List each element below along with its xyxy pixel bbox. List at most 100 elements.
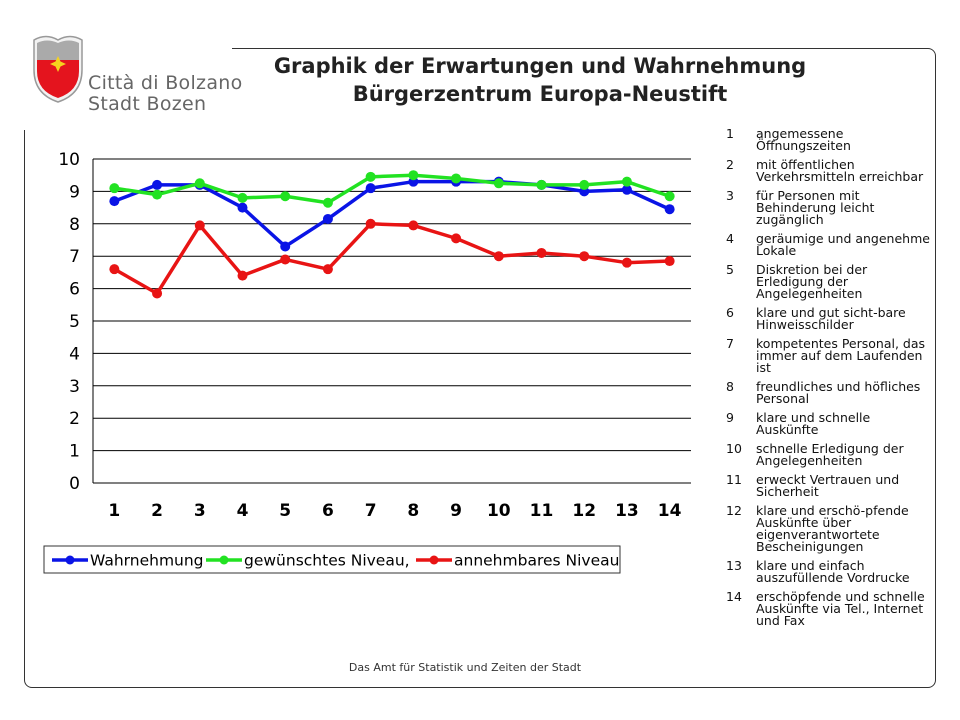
data-point — [664, 191, 675, 202]
data-point — [408, 170, 419, 181]
x-tick-label: 7 — [365, 501, 377, 521]
item-13: 13 klare und einfach auszufüllende Vordru… — [724, 558, 934, 585]
x-tick-label: 14 — [658, 501, 682, 521]
data-point — [451, 173, 462, 184]
data-point — [322, 213, 333, 224]
item-2: 2 mit öffentlichen Verkehrsmitteln erreic… — [724, 157, 934, 184]
data-point — [194, 220, 205, 231]
y-tick-label: 4 — [69, 344, 80, 364]
y-tick-label: 8 — [69, 215, 80, 235]
data-point — [152, 288, 163, 299]
x-tick-label: 3 — [194, 501, 206, 521]
item-11: 11 erweckt Vertrauen und Sicherheit — [724, 472, 934, 499]
x-tick-label: 13 — [615, 501, 639, 521]
data-point — [493, 251, 504, 262]
data-point — [109, 196, 120, 207]
item-label: klare und einfach auszufüllende Vordruck… — [756, 558, 910, 585]
data-point — [621, 176, 632, 187]
item-label: klare und schnelle Auskünfte — [756, 410, 871, 437]
data-point — [493, 178, 504, 189]
data-point — [109, 264, 120, 275]
item-number: 2 — [726, 157, 734, 172]
legend-label: Wahrnehmung — [90, 552, 204, 570]
item-9: 9 klare und schnelle Auskünfte — [724, 410, 934, 437]
data-point — [152, 179, 163, 190]
data-point — [194, 178, 205, 189]
footer-text: Das Amt für Statistik und Zeiten der Sta… — [348, 661, 582, 674]
item-label: schnelle Erledigung der Angelegenheiten — [756, 441, 904, 468]
data-point — [365, 183, 376, 194]
y-tick-label: 1 — [69, 442, 80, 462]
title-line-1: Graphik der Erwartungen und Wahrnehmung — [273, 54, 807, 78]
title-line-2: Bürgerzentrum Europa-Neustift — [352, 82, 728, 106]
x-tick-label: 12 — [572, 501, 596, 521]
legend-label: gewünschtes Niveau, — [244, 552, 410, 570]
item-label: für Personen mit Behinderung leicht zugä… — [756, 188, 875, 227]
grid-lines — [92, 158, 691, 484]
item-number: 13 — [726, 558, 742, 573]
y-tick-label: 7 — [69, 247, 80, 267]
y-tick-label: 10 — [58, 150, 80, 170]
item-6: 6 klare und gut sicht-bare Hinweisschilde… — [724, 305, 934, 332]
data-point — [152, 189, 163, 200]
y-tick-label: 0 — [69, 474, 80, 494]
item-4: 4 geräumige und angenehme Lokale — [724, 231, 934, 257]
item-5: 5 Diskretion bei der Erledigung der Angel… — [724, 262, 934, 301]
data-point — [664, 204, 675, 215]
item-number: 7 — [726, 336, 734, 351]
item-list: 1 angemessene Öffnungszeiten 2 mit öffentli… — [724, 126, 934, 634]
y-tick-label: 5 — [69, 312, 80, 332]
x-tick-label: 4 — [237, 501, 249, 521]
data-point — [621, 257, 632, 268]
item-label: mit öffentlichen Verkehrsmitteln erreich… — [756, 157, 924, 184]
x-axis-ticks: 1 2 3 4 5 6 7 8 9 10 11 12 13 14 — [108, 501, 681, 521]
legend-marker — [219, 555, 229, 565]
series-line — [114, 173, 671, 205]
item-1: 1 angemessene Öffnungszeiten — [724, 126, 934, 153]
item-10: 10 schnelle Erledigung der Angelegenheite… — [724, 441, 934, 468]
data-point — [280, 191, 291, 202]
data-point — [237, 192, 248, 203]
chart-title: Graphik der Erwartungen und Wahrnehmung … — [230, 52, 850, 108]
item-number: 11 — [726, 472, 742, 487]
data-point — [664, 256, 675, 267]
data-point — [280, 254, 291, 265]
item-8: 8 freundliches und höfliches Personal — [724, 379, 934, 406]
data-point — [579, 179, 590, 190]
data-point — [536, 179, 547, 190]
data-point — [322, 197, 333, 208]
item-number: 10 — [726, 441, 742, 456]
y-tick-label: 2 — [69, 409, 80, 429]
x-tick-label: 5 — [279, 501, 291, 521]
item-number: 9 — [726, 410, 734, 425]
data-point — [408, 220, 419, 231]
item-number: 5 — [726, 262, 734, 277]
legend: Wahrnehmung gewünschtes Niveau, annehmbare… — [52, 552, 619, 570]
legend-marker — [65, 555, 75, 565]
item-number: 4 — [726, 231, 734, 246]
data-point — [621, 184, 632, 195]
data-point — [109, 183, 120, 194]
data-point — [365, 218, 376, 229]
x-tick-label: 8 — [407, 501, 419, 521]
x-tick-label: 6 — [322, 501, 334, 521]
item-label: klare und gut sicht-bare Hinweisschilder — [756, 305, 906, 332]
data-point — [237, 270, 248, 281]
y-tick-label: 9 — [69, 182, 80, 202]
y-tick-label: 3 — [69, 377, 80, 397]
legend-marker — [429, 555, 439, 565]
item-number: 3 — [726, 188, 734, 203]
item-label: Diskretion bei der Erledigung der Angele… — [756, 262, 868, 301]
item-number: 14 — [726, 589, 742, 604]
item-label: erweckt Vertrauen und Sicherheit — [756, 472, 900, 499]
data-point — [536, 247, 547, 258]
logo-text-city: Città di Bolzano — [88, 72, 243, 94]
item-label: klare und erschö-pfende Auskünfte über e… — [756, 503, 909, 554]
item-3: 3 für Personen mit Behinderung leicht zug… — [724, 188, 934, 227]
item-label: angemessene Öffnungszeiten — [756, 126, 851, 153]
item-label: freundliches und höfliches Personal — [756, 379, 921, 406]
item-number: 8 — [726, 379, 734, 394]
legend-label: annehmbares Niveau — [454, 552, 619, 570]
x-tick-label: 2 — [151, 501, 163, 521]
